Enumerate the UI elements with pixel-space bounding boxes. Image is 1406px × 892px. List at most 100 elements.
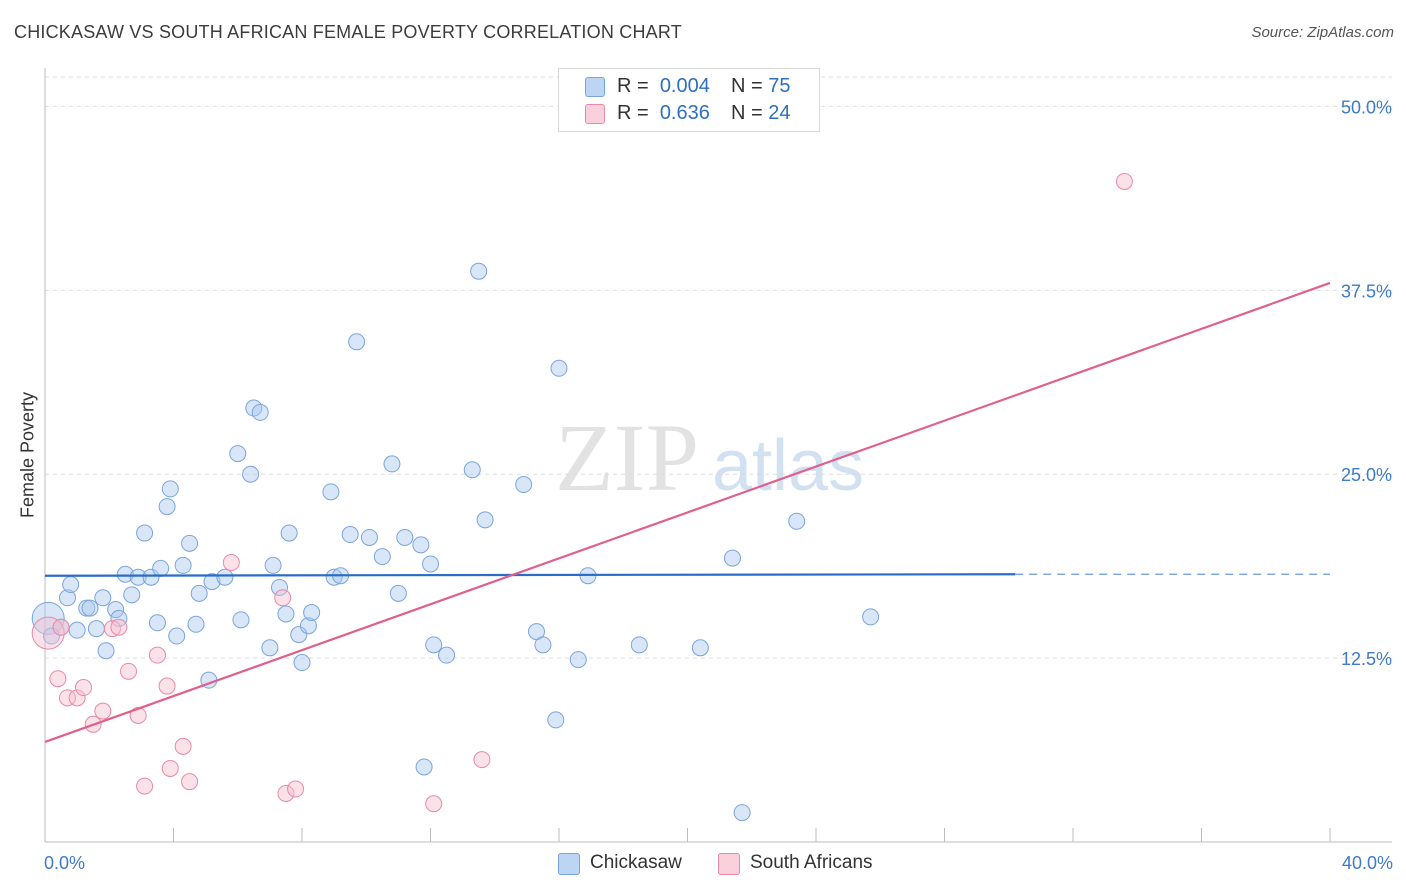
- y-tick-label: 25.0%: [1341, 465, 1392, 485]
- chickasaw-point: [547, 711, 565, 729]
- south-africans-point: [287, 780, 305, 798]
- chickasaw-point: [322, 483, 340, 501]
- legend-r-value: 0.004: [659, 75, 710, 97]
- south-africans-point: [120, 662, 138, 680]
- chickasaw-point: [190, 584, 208, 602]
- legend-r-label: R =: [617, 102, 649, 124]
- south-africans-point: [129, 706, 147, 724]
- chickasaw-point: [97, 642, 115, 660]
- chickasaw-point: [389, 584, 407, 602]
- chickasaw-point: [110, 609, 128, 627]
- y-axis-label: Female Poverty: [17, 391, 38, 519]
- chickasaw-point: [788, 512, 806, 530]
- chickasaw-point: [62, 576, 80, 594]
- chickasaw-point: [216, 568, 234, 586]
- south-africans-point: [425, 795, 443, 813]
- chickasaw-point: [470, 262, 488, 280]
- chickasaw-point: [181, 534, 199, 552]
- chickasaw-point: [415, 758, 433, 776]
- south-africans-point: [148, 646, 166, 664]
- chickasaw-point: [476, 511, 494, 529]
- chickasaw-point: [515, 476, 533, 494]
- chickasaw-point: [94, 589, 112, 607]
- legend-n-label: N =: [731, 102, 763, 124]
- south-africans-point: [222, 553, 240, 571]
- chickasaw-point: [58, 589, 76, 607]
- chickasaw-point: [383, 455, 401, 473]
- legend-n-value: 24: [768, 102, 791, 124]
- chickasaw-point: [360, 528, 378, 546]
- legend-swatch-chickasaw: [585, 77, 605, 97]
- chickasaw-point: [242, 465, 260, 483]
- chickasaw-point: [396, 528, 414, 546]
- chickasaw-point: [187, 615, 205, 633]
- legend-r-label: R =: [617, 75, 649, 97]
- series-label-chickasaw: Chickasaw: [590, 852, 682, 873]
- chickasaw-point: [299, 617, 317, 635]
- south-africans-point: [1115, 172, 1133, 190]
- chickasaw-point: [348, 333, 366, 351]
- series-label-south-africans: South Africans: [750, 852, 873, 873]
- chickasaw-point: [550, 359, 568, 377]
- chickasaw-point: [142, 568, 160, 586]
- chickasaw-point: [148, 614, 166, 632]
- x-tick-label: 40.0%: [1342, 853, 1393, 873]
- chickasaw-point: [303, 604, 321, 621]
- chickasaw-point: [136, 524, 154, 542]
- chickasaw-point: [161, 480, 179, 498]
- south-africans-point: [68, 689, 86, 707]
- correlation-legend: R = 0.004 N = 75 R = 0.636 N = 24: [558, 68, 820, 132]
- south-africans-point: [277, 784, 295, 802]
- chickasaw-point: [123, 586, 141, 604]
- chickasaw-point: [174, 556, 192, 574]
- chickasaw-point: [280, 524, 298, 542]
- chickasaw-point: [152, 559, 170, 577]
- legend-swatch-south-africans: [585, 104, 605, 124]
- south-africans-point: [174, 737, 192, 755]
- chickasaw-trend-line: [44, 573, 1016, 577]
- south-africans-point: [274, 589, 292, 607]
- chickasaw-point: [129, 568, 147, 586]
- legend-n-value: 75: [768, 75, 791, 97]
- chickasaw-point: [87, 620, 105, 638]
- chickasaw-point: [251, 403, 269, 421]
- south-africans-point: [49, 670, 67, 688]
- chickasaw-point: [463, 461, 481, 479]
- chickasaw-point: [271, 578, 289, 596]
- chickasaw-point: [341, 526, 359, 544]
- source-label: Source: ZipAtlas.com: [1251, 24, 1394, 41]
- chickasaw-point: [422, 555, 439, 573]
- chickasaw-point: [158, 498, 176, 516]
- south-africans-point: [473, 751, 491, 769]
- chickasaw-point: [438, 646, 456, 664]
- watermark-zip: ZIP: [555, 404, 699, 511]
- chickasaw-point: [293, 654, 311, 672]
- chickasaw-point: [290, 626, 308, 644]
- south-africans-point: [161, 759, 179, 777]
- south-africans-point: [136, 777, 154, 795]
- chickasaw-point: [81, 599, 99, 617]
- south-africans-point: [181, 773, 199, 791]
- chickasaw-point: [733, 804, 751, 822]
- watermark-atlas: atlas: [712, 426, 864, 506]
- chickasaw-point: [264, 556, 282, 574]
- y-tick-label: 12.5%: [1341, 649, 1392, 669]
- chickasaw-point: [425, 636, 443, 654]
- south-africans-point: [31, 616, 65, 650]
- chickasaw-point: [862, 608, 880, 626]
- south-africans-point: [158, 677, 176, 695]
- watermark: ZIP atlas: [555, 404, 864, 511]
- legend-n-label: N =: [731, 75, 763, 97]
- south-africans-point: [94, 702, 112, 720]
- chickasaw-point: [68, 621, 86, 639]
- chickasaw-point: [373, 548, 391, 566]
- chickasaw-point: [42, 627, 60, 645]
- chickasaw-point: [534, 636, 552, 654]
- chickasaw-point: [412, 536, 430, 554]
- chickasaw-point: [261, 639, 279, 657]
- chickasaw-point: [691, 639, 709, 657]
- y-tick-label: 37.5%: [1341, 281, 1392, 301]
- chickasaw-point: [723, 549, 741, 567]
- south-africans-point: [58, 689, 76, 707]
